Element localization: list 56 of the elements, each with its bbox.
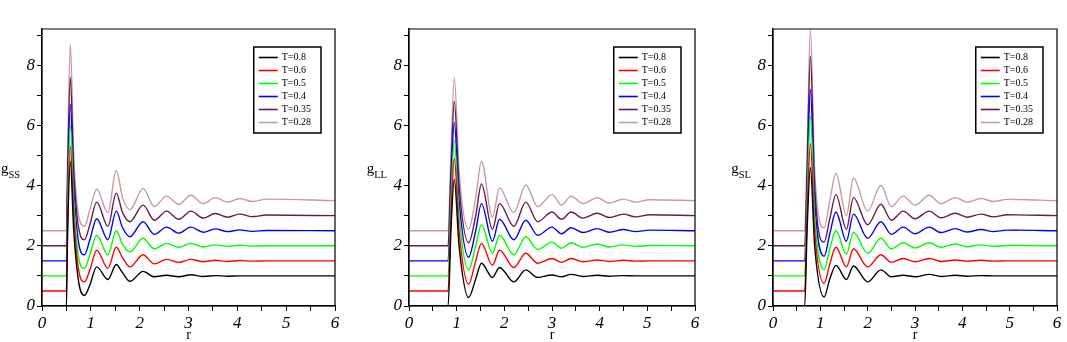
legend-label: T=0.5 xyxy=(281,77,306,89)
line-series xyxy=(409,157,695,292)
y-tick-label: 8 xyxy=(757,54,767,74)
x-tick-label: 2 xyxy=(500,312,510,332)
y-tick-label: 8 xyxy=(26,54,36,74)
legend-label: T=0.4 xyxy=(641,90,666,102)
x-tick-label: 6 xyxy=(690,312,700,332)
y-tick-label: 6 xyxy=(393,114,403,134)
y-tick-label: 2 xyxy=(757,235,767,255)
x-tick-label: 2 xyxy=(863,312,873,332)
line-series xyxy=(409,100,695,247)
line-series xyxy=(409,76,695,232)
x-tick-label: 4 xyxy=(233,312,243,332)
legend-label: T=0.6 xyxy=(1003,64,1028,76)
line-series xyxy=(773,55,1057,247)
y-tick-label: 4 xyxy=(26,175,36,195)
legend-label: T=0.4 xyxy=(1003,90,1028,102)
legend-label: T=0.4 xyxy=(281,90,306,102)
line-series xyxy=(409,139,695,277)
y-tick-label: 8 xyxy=(393,54,403,74)
line-series xyxy=(773,142,1057,292)
line-series xyxy=(773,115,1057,277)
legend-label: T=0.8 xyxy=(641,51,666,63)
legend-label: T=0.8 xyxy=(281,51,306,63)
y-tick-label: 0 xyxy=(393,295,403,315)
y-tick-label: 0 xyxy=(757,295,767,315)
legend-label: T=0.35 xyxy=(641,103,671,115)
legend-label: T=0.6 xyxy=(641,64,666,76)
x-tick-label: 2 xyxy=(135,312,145,332)
x-tick-label: 5 xyxy=(643,312,652,332)
y-tick-label: 4 xyxy=(757,175,767,195)
legend-label: T=0.6 xyxy=(281,64,306,76)
y-tick-label: 6 xyxy=(757,114,767,134)
x-tick-label: 4 xyxy=(595,312,605,332)
x-tick-label: 6 xyxy=(1052,312,1062,332)
legend-label: T=0.28 xyxy=(641,116,671,128)
y-tick-label: 4 xyxy=(393,175,403,195)
x-tick-label: 6 xyxy=(330,312,340,332)
legend-label: T=0.35 xyxy=(1003,103,1033,115)
legend-label: T=0.28 xyxy=(281,116,311,128)
line-series xyxy=(773,88,1057,262)
y-tick-label: 2 xyxy=(26,235,36,255)
x-tick-label: 4 xyxy=(958,312,968,332)
x-tick-label: 5 xyxy=(281,312,291,332)
x-tick-label: 5 xyxy=(1005,312,1014,332)
legend-label: T=0.28 xyxy=(1003,116,1033,128)
x-tick-label: 1 xyxy=(816,312,825,332)
y-tick-label: 6 xyxy=(26,114,36,134)
legend-label: T=0.8 xyxy=(1003,51,1028,63)
x-tick-label: 1 xyxy=(86,312,96,332)
legend-label: T=0.5 xyxy=(1003,77,1028,89)
y-tick-label: 2 xyxy=(393,235,403,255)
x-tick-label: 1 xyxy=(452,312,461,332)
y-tick-label: 0 xyxy=(26,295,36,315)
legend-label: T=0.5 xyxy=(641,77,666,89)
legend-label: T=0.35 xyxy=(281,103,311,115)
